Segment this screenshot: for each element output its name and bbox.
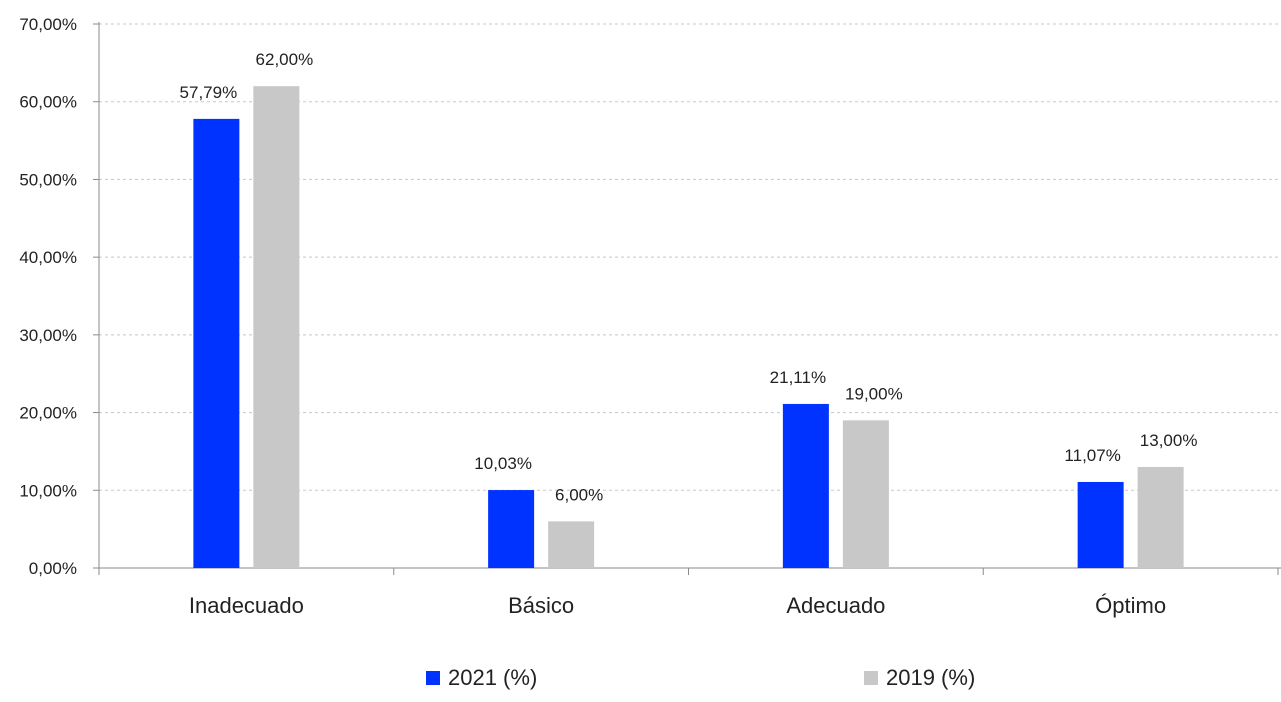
y-tick-label: 70,00% [19, 15, 77, 34]
x-category-label: Básico [508, 593, 574, 618]
y-tick-label: 60,00% [19, 93, 77, 112]
bar-2019 [1137, 466, 1184, 568]
data-label: 13,00% [1140, 431, 1198, 450]
legend: 2021 (%) 2019 (%) [426, 665, 975, 690]
y-tick-label: 50,00% [19, 170, 77, 189]
y-tick-label: 20,00% [19, 404, 77, 423]
y-tick-label: 10,00% [19, 481, 77, 500]
bar-2021 [193, 118, 240, 568]
data-label: 11,07% [1064, 446, 1120, 465]
axes: 0,00% 10,00% 20,00% 30,00% 40,00% 50,00% 60,00… [19, 15, 1281, 618]
y-tick-label: 0,00% [29, 559, 77, 578]
x-category-label: Óptimo [1095, 593, 1166, 618]
data-label: 21,11% [770, 368, 826, 387]
bars [193, 86, 1184, 569]
legend-label: 2019 (%) [886, 665, 975, 690]
y-tick-label: 30,00% [19, 326, 77, 345]
x-category-label: Adecuado [786, 593, 885, 618]
data-label: 10,03% [474, 454, 532, 473]
x-category-label: Inadecuado [189, 593, 304, 618]
bar-2021 [1077, 481, 1124, 568]
legend-swatch [864, 671, 878, 685]
gridlines [99, 23, 1281, 491]
bar-2021 [782, 403, 829, 568]
data-labels: 57,79% 62,00% 10,03% 6,00% 21,11% 19,00% 11,07… [180, 50, 1198, 504]
bar-2019 [548, 521, 595, 568]
data-label: 62,00% [256, 50, 314, 69]
bar-2019 [842, 420, 889, 568]
data-label: 57,79% [180, 83, 238, 102]
y-tick-label: 40,00% [19, 248, 77, 267]
bar-2019 [253, 86, 300, 569]
data-label: 6,00% [555, 485, 603, 504]
legend-label: 2021 (%) [448, 665, 537, 690]
data-label: 19,00% [845, 384, 903, 403]
legend-swatch [426, 671, 440, 685]
bar-2021 [488, 490, 535, 568]
